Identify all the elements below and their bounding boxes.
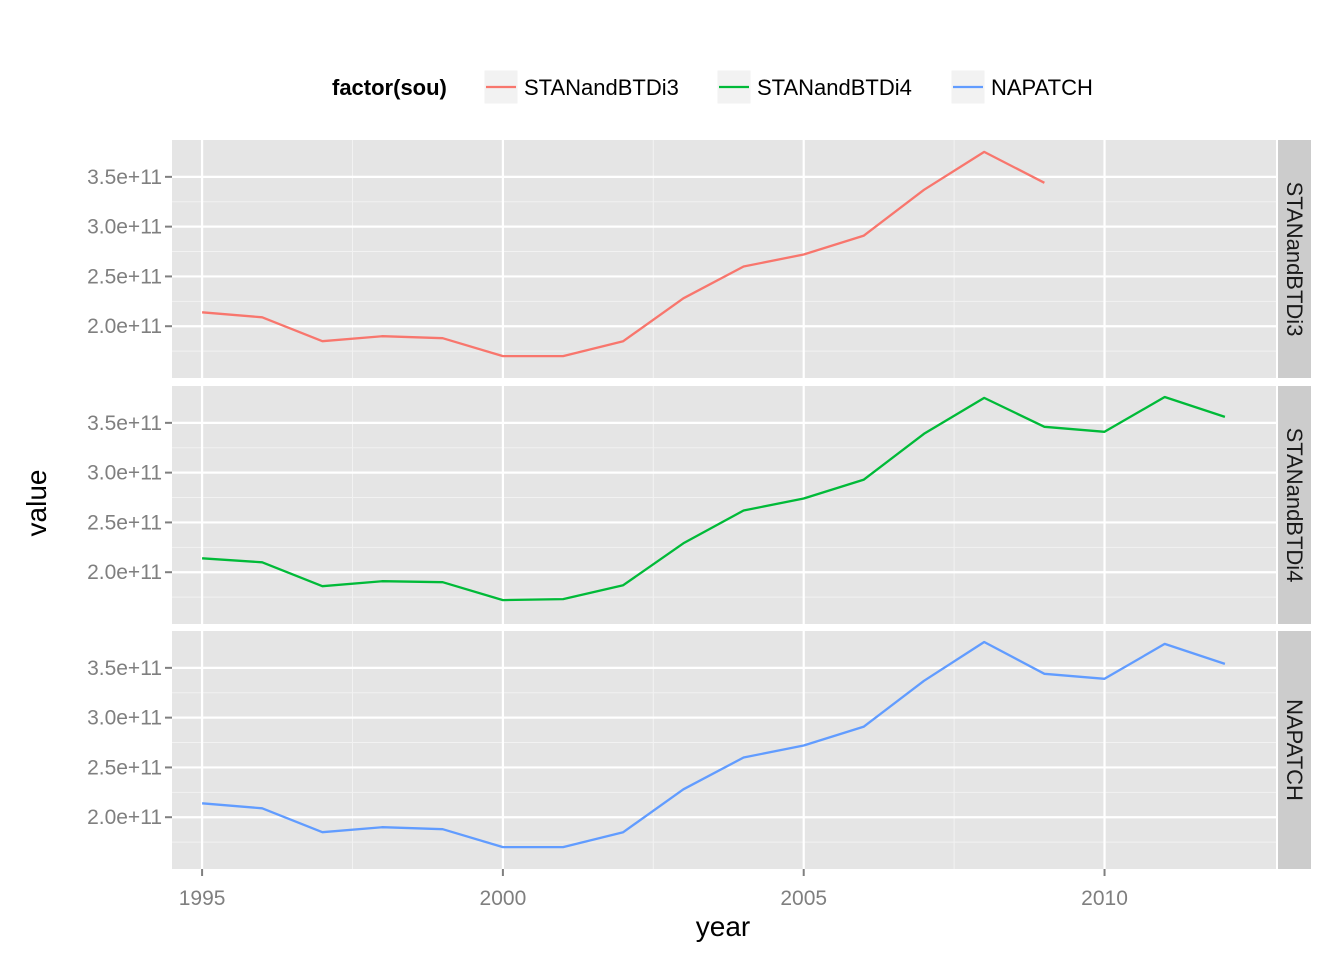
legend-title: factor(sou)	[332, 75, 447, 100]
facet-strip-label: STANandBTDi4	[1282, 428, 1307, 583]
facet-strip-stanandbtdi3	[1278, 140, 1311, 378]
legend-label: NAPATCH	[991, 75, 1093, 100]
y-tick-label: 2.0e+11	[87, 806, 162, 829]
x-axis: 1995 2000 2005 2010	[179, 869, 1128, 910]
facet-strip-label: STANandBTDi3	[1282, 182, 1307, 337]
panel-background	[172, 386, 1276, 624]
legend-label: STANandBTDi3	[524, 75, 679, 100]
x-tick-label: 2010	[1081, 887, 1128, 910]
series-line-stanandbtdi3	[202, 150, 1045, 358]
panel-background	[172, 140, 1276, 378]
facet-strip-label: NAPATCH	[1282, 699, 1307, 801]
y-tick-label: 3.0e+11	[87, 707, 162, 730]
y-tick-label: 3.0e+11	[87, 462, 162, 485]
facet-panel-napatch: 2.0e+11 2.5e+11 3.0e+11 3.5e+11 NAPATCH	[87, 631, 1311, 869]
series-line-stanandbtdi4	[202, 395, 1226, 602]
facet-strip-napatch	[1278, 631, 1311, 869]
facet-panel-stanandbtdi3: 2.0e+11 2.5e+11 3.0e+11 3.5e+11 STANandBTDi3	[87, 140, 1311, 378]
y-tick-label: 2.5e+11	[87, 511, 162, 534]
y-axis-title: value	[21, 470, 52, 537]
y-tick-label: 2.5e+11	[87, 756, 162, 779]
facet-strip-stanandbtdi4	[1278, 386, 1311, 624]
y-tick-label: 2.5e+11	[87, 265, 162, 288]
legend-label: STANandBTDi4	[757, 75, 912, 100]
facet-panel-stanandbtdi4: 2.0e+11 2.5e+11 3.0e+11 3.5e+11 STANandBTDi4	[87, 386, 1311, 624]
x-tick-label: 2000	[480, 887, 527, 910]
y-tick-label: 3.5e+11	[87, 657, 162, 680]
y-tick-label: 3.0e+11	[87, 216, 162, 239]
x-tick-label: 2005	[780, 887, 827, 910]
y-tick-label: 3.5e+11	[87, 166, 162, 189]
legend-item-stanandbtdi3: STANandBTDi3	[483, 69, 679, 105]
legend: factor(sou) STANandBTDi3 STANandBTDi4 NAPA…	[332, 69, 1093, 105]
panel-background	[172, 631, 1276, 869]
y-tick-label: 3.5e+11	[87, 412, 162, 435]
x-axis-title: year	[696, 911, 750, 942]
x-tick-label: 1995	[179, 887, 226, 910]
legend-item-stanandbtdi4: STANandBTDi4	[716, 69, 912, 105]
legend-item-napatch: NAPATCH	[950, 69, 1093, 105]
y-tick-label: 2.0e+11	[87, 561, 162, 584]
series-line-napatch	[202, 640, 1226, 849]
y-tick-label: 2.0e+11	[87, 315, 162, 338]
